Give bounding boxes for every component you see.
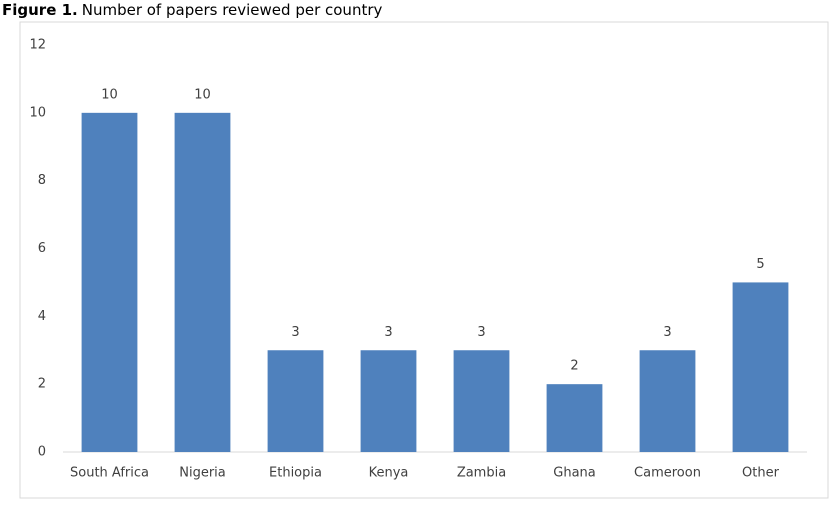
y-tick-label: 8 (38, 173, 46, 188)
bar (174, 112, 231, 452)
data-label: 3 (477, 325, 485, 340)
y-tick-label: 10 (29, 105, 46, 120)
data-label: 3 (291, 325, 299, 340)
chart-title: Figure 1. Number of papers reviewed per c… (2, 1, 382, 19)
x-tick-label: Zambia (457, 466, 506, 481)
x-tick-label: Nigeria (179, 466, 226, 481)
y-tick-label: 12 (29, 38, 46, 53)
x-tick-label: Ethiopia (269, 466, 322, 481)
title-text: Number of papers reviewed per country (82, 1, 383, 19)
data-label: 2 (570, 359, 578, 374)
y-tick-label: 6 (38, 241, 46, 256)
y-tick-label: 0 (38, 445, 46, 460)
figure-label: Figure 1. (2, 1, 78, 19)
bar (546, 384, 603, 452)
chart-frame (19, 21, 829, 499)
y-tick-label: 4 (38, 309, 46, 324)
bar (639, 350, 696, 452)
data-label: 5 (756, 257, 764, 272)
bar (732, 282, 789, 452)
y-tick-label: 2 (38, 377, 46, 392)
x-tick-label: South Africa (70, 466, 149, 481)
bar (360, 350, 417, 452)
data-label: 3 (663, 325, 671, 340)
x-tick-label: Cameroon (634, 466, 701, 481)
x-tick-label: Kenya (369, 466, 409, 481)
x-tick-label: Ghana (553, 466, 596, 481)
bar (453, 350, 510, 452)
data-label: 10 (101, 87, 118, 102)
bar (81, 112, 138, 452)
x-tick-label: Other (742, 466, 780, 481)
data-label: 3 (384, 325, 392, 340)
data-label: 10 (194, 87, 211, 102)
bar (267, 350, 324, 452)
